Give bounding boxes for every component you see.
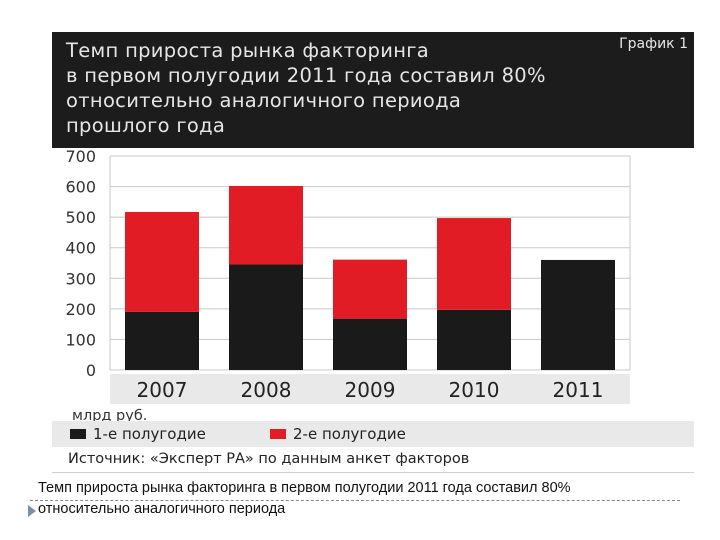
legend-label: 1-е полугодие <box>93 425 206 443</box>
y-tick-label: 600 <box>65 178 96 197</box>
legend-label: 2-е полугодие <box>293 425 406 443</box>
y-tick-label: 400 <box>65 239 96 258</box>
chart-header: Темп прироста рынка факторинга в первом … <box>52 32 694 148</box>
legend-swatch-black <box>70 429 86 439</box>
title-line: в первом полугодии 2011 года составил 80… <box>66 64 546 87</box>
x-tick-label: 2008 <box>241 378 292 402</box>
title-line: прошлого года <box>66 114 226 137</box>
legend-item-first-half: 1-е полугодие <box>70 425 206 443</box>
bar-first-half <box>541 259 615 370</box>
y-tick-label: 500 <box>65 208 96 227</box>
y-tick-label: 0 <box>86 361 96 380</box>
legend-swatch-red <box>270 429 286 439</box>
y-tick-label: 300 <box>65 269 96 288</box>
x-tick-label: 2009 <box>345 378 396 402</box>
title-line: Темп прироста рынка факторинга <box>66 39 430 62</box>
caption-line: Темп прироста рынка факторинга в первом … <box>38 480 571 496</box>
title-line: относительно аналогичного периода <box>66 89 462 112</box>
x-tick-label: 2010 <box>449 378 500 402</box>
slide-caption: Темп прироста рынка факторинга в первом … <box>38 478 678 520</box>
bar-second-half <box>333 259 407 319</box>
legend-item-second-half: 2-е полугодие <box>270 425 406 443</box>
y-tick-label: 200 <box>65 300 96 319</box>
caption-line: относительно аналогичного периода <box>38 501 286 517</box>
bar-first-half <box>229 264 303 370</box>
bar-first-half <box>125 311 199 370</box>
chart-title: Темп прироста рынка факторинга в первом … <box>66 38 586 138</box>
x-axis-unit-label: млрд руб. <box>72 408 147 421</box>
bullet-arrow-icon <box>28 505 36 517</box>
y-tick-label: 700 <box>65 148 96 166</box>
divider <box>52 472 694 473</box>
bar-chart: 0 100 200 300 400 500 600 700 2007 2008 2009 2010 20… <box>65 148 631 421</box>
chart-area: 0 100 200 300 400 500 600 700 2007 2008 2009 2010 20… <box>52 148 694 448</box>
x-tick-label: 2007 <box>137 378 188 402</box>
caption-dashed-line <box>30 500 680 501</box>
bar-first-half <box>437 309 511 370</box>
x-axis-band <box>110 374 630 404</box>
y-tick-label: 100 <box>65 330 96 349</box>
bar-second-half <box>437 218 511 310</box>
bar-first-half <box>333 318 407 370</box>
chart-number-label: График 1 <box>619 36 688 52</box>
legend: 1-е полугодие 2-е полугодие <box>52 421 694 447</box>
x-tick-label: 2011 <box>553 378 604 402</box>
source-note: Источник: «Эксперт РА» по данным анкет ф… <box>68 451 470 467</box>
bar-second-half <box>229 185 303 265</box>
bar-second-half <box>125 211 199 312</box>
